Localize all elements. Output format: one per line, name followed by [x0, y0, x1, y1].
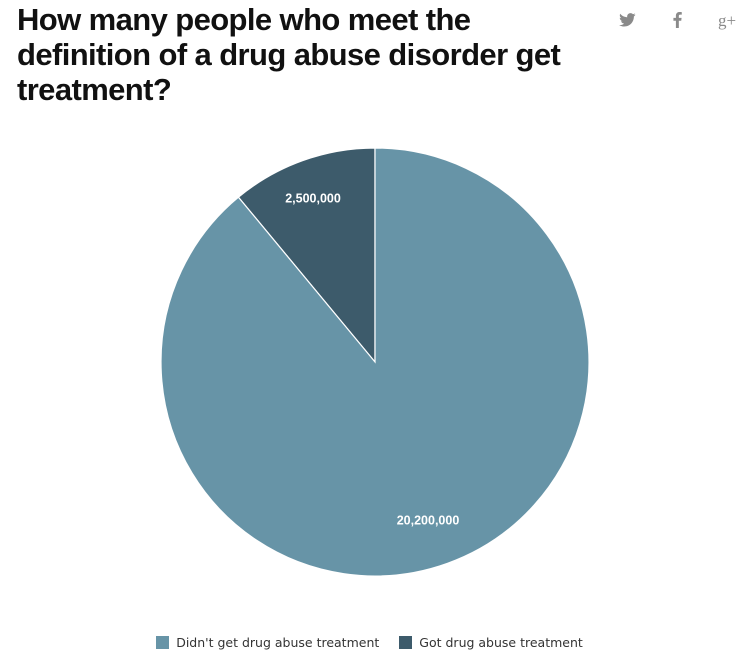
facebook-share-button[interactable] [669, 8, 685, 32]
pie-label-got-treatment: 2,500,000 [285, 191, 341, 205]
legend-item-got-treatment[interactable]: Got drug abuse treatment [399, 633, 583, 651]
pie-label-didnt-get-treatment: 20,200,000 [397, 513, 460, 527]
google-plus-icon: g+ [717, 10, 737, 30]
chart-title: How many people who meet the definition … [17, 2, 561, 107]
legend-swatch-got-treatment [399, 635, 413, 649]
legend-item-didnt-get-treatment[interactable]: Didn't get drug abuse treatment [156, 633, 379, 651]
legend-label-got-treatment: Got drug abuse treatment [419, 634, 583, 650]
pie-slice-got-treatment[interactable] [237, 147, 376, 364]
pie-slice-didnt-get-treatment[interactable] [160, 147, 590, 577]
pie-chart: 2,500,000 20,200,000 [160, 147, 590, 577]
google-plus-share-button[interactable]: g+ [716, 8, 738, 32]
twitter-icon [618, 13, 636, 27]
facebook-icon [672, 12, 682, 28]
legend-label-didnt-get-treatment: Didn't get drug abuse treatment [176, 634, 380, 650]
twitter-share-button[interactable] [616, 8, 638, 32]
legend-swatch-didnt-get-treatment [156, 635, 170, 649]
chart-legend: Didn't get drug abuse treatment Got drug… [0, 633, 739, 651]
